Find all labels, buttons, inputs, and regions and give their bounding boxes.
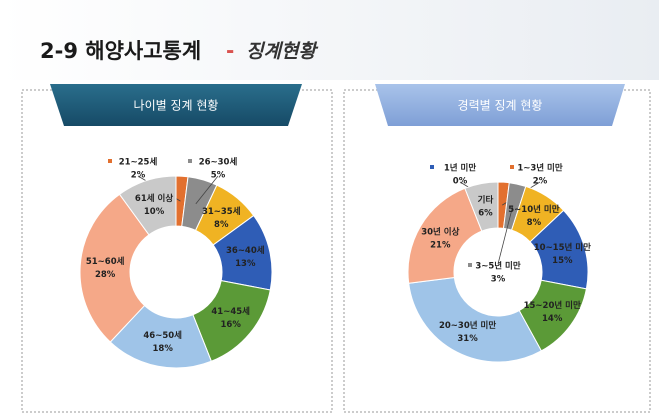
slice-label: 3~5년 미만 [475,261,521,272]
slice-label: 46~50세 [143,330,182,341]
slice-label: 41~45세 [211,306,250,317]
slice-value: 21% [430,240,451,250]
slice-label: 10~15년 미만 [534,242,591,253]
slice-value: 28% [95,270,116,280]
slice-value: 2% [533,177,548,187]
leader-line [195,175,219,205]
chart-title: 나이별 징계 현황 [134,99,219,113]
panel [343,89,651,413]
slice-value: 5% [211,171,226,181]
slice-label: 1~3년 미만 [517,163,563,174]
slice-label: 5~10년 미만 [508,204,559,215]
legend-swatch [108,159,112,163]
slice-label: 30년 이상 [421,226,459,237]
slice-value: 16% [221,320,242,330]
slice [408,276,543,363]
slice-label: 21~25세 [119,157,158,168]
title-separator: - [226,39,234,63]
slice-value: 3% [491,275,506,285]
slice-label: 36~40세 [226,245,265,256]
slice-value: 14% [542,314,563,324]
page-subtitle: 징계현황 [246,41,318,63]
slice [407,187,483,284]
banner [375,84,625,126]
slice-value: 15% [552,256,573,266]
slice-label: 31~35세 [202,206,241,217]
slice-value: 8% [527,218,542,228]
slice-label: 61세 이상 [135,193,173,204]
slice-value: 18% [153,344,174,354]
slice-label: 15~20년 미만 [524,300,581,311]
charts: 21~25세 2% 26~30세 5% 31~35세 8% 36~40세 13% 41~45세 1… [79,157,591,369]
legend-swatch [510,165,514,169]
slice-value: 2% [131,171,146,181]
legend-swatch [188,159,192,163]
slice-value: 0% [453,177,468,187]
leader-line [497,206,514,265]
slice-value: 13% [235,259,256,269]
legend-swatch [430,165,434,169]
slice-value: 8% [214,220,229,230]
slice-value: 10% [144,207,165,217]
slice-value: 6% [478,209,493,219]
slice-label: 1년 미만 [444,163,477,174]
slice-label: 26~30세 [199,157,238,168]
slice-label: 51~60세 [86,256,125,267]
legend-swatch [468,263,472,267]
chart-title: 경력별 징계 현황 [458,99,543,113]
slice-label: 기타 [478,195,494,206]
slice [118,175,177,236]
slice-label: 20~30년 미만 [439,320,496,331]
header-bg [0,0,659,80]
slice [464,181,499,232]
slice [79,193,150,343]
banner [50,84,302,126]
slice-value: 31% [457,334,478,344]
page-title: 2-9 해양사고통계 [40,39,201,63]
